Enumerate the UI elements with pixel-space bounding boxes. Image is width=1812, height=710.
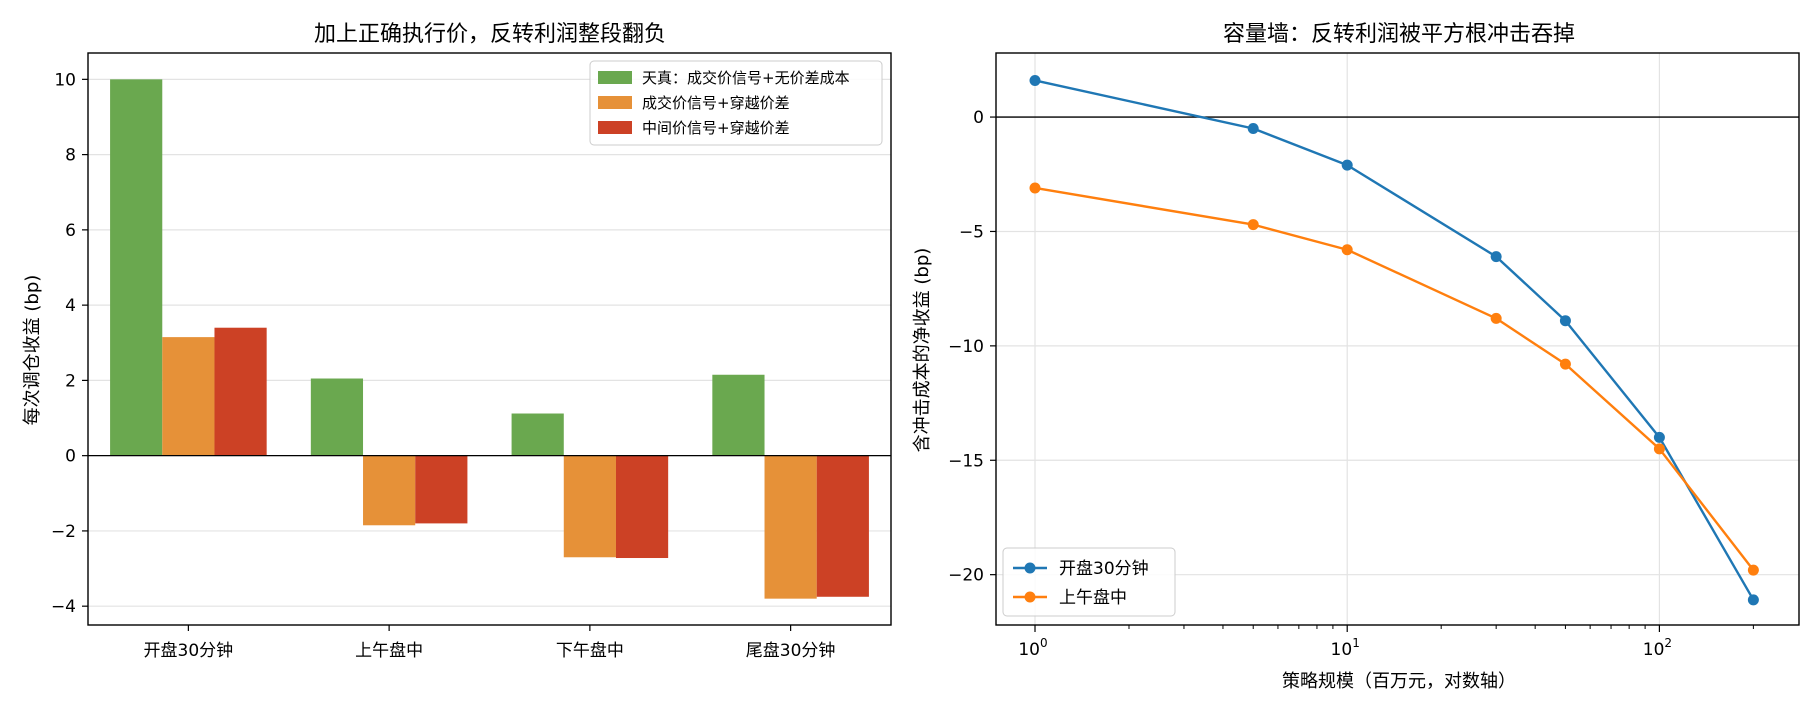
legend-box [589, 60, 883, 146]
line-chart-y-axis-label: 含冲击成本的净收益 (bp) [912, 248, 933, 453]
bar [563, 455, 616, 558]
y-tick-label: 0 [65, 447, 76, 467]
bar [162, 337, 215, 456]
x-tick-label: 上午盘中 [355, 641, 423, 661]
x-tick-exponent: 0 [1040, 636, 1048, 650]
y-tick-label: −2 [51, 522, 76, 542]
x-tick-label: 开盘30分钟 [144, 641, 234, 661]
y-tick-label: −4 [51, 597, 76, 617]
legend-entry: 天真：成交价信号+无价差成本 [642, 69, 850, 87]
bar [214, 327, 267, 456]
data-point [1653, 431, 1665, 443]
data-point [1490, 251, 1502, 263]
bar-chart-frame [87, 52, 892, 626]
data-point [1490, 312, 1502, 324]
data-point [1341, 159, 1353, 171]
data-point [1747, 564, 1759, 576]
y-tick-label: −20 [948, 566, 984, 586]
bar [816, 455, 869, 597]
y-tick-label: 8 [65, 146, 76, 166]
data-point [1747, 594, 1759, 606]
bar [363, 455, 416, 526]
bar [310, 378, 364, 456]
x-tick-exponent: 1 [1352, 636, 1360, 650]
legend-entry: 开盘30分钟 [1059, 559, 1149, 579]
legend-entry: 上午盘中 [1059, 588, 1127, 608]
series-line [1034, 79, 1755, 601]
legend-entry: 中间价信号+穿越价差 [642, 119, 790, 137]
data-point [1247, 219, 1259, 231]
x-tick-exponent: 2 [1664, 636, 1672, 650]
data-point [1653, 443, 1665, 455]
x-tick-base: 10 [1331, 640, 1353, 660]
data-point [1029, 74, 1041, 86]
bar [615, 455, 669, 559]
bar [110, 79, 163, 456]
y-tick-label: 2 [65, 371, 76, 391]
legend-marker [1024, 562, 1036, 574]
y-tick-label: −10 [948, 337, 984, 357]
line-chart-frame [995, 52, 1800, 626]
data-point [1559, 315, 1571, 327]
data-point [1029, 182, 1041, 194]
x-tick-label: 尾盘30分钟 [746, 641, 836, 661]
y-tick-label: −5 [959, 222, 984, 242]
y-tick-label: −15 [948, 451, 984, 471]
x-tick-label: 101 [1331, 636, 1360, 660]
bar [415, 455, 468, 524]
y-tick-label: 10 [54, 70, 76, 90]
legend-marker [1024, 591, 1036, 603]
x-tick-base: 10 [1018, 640, 1040, 660]
bar [511, 413, 564, 456]
y-tick-label: 0 [973, 108, 984, 128]
y-tick-label: 6 [65, 221, 76, 241]
series-line [1034, 186, 1755, 571]
x-tick-base: 10 [1643, 640, 1665, 660]
x-tick-label: 100 [1018, 636, 1047, 660]
data-point [1559, 358, 1571, 370]
data-point [1341, 244, 1353, 256]
bar-chart-y-axis-label: 每次调仓收益 (bp) [22, 275, 43, 426]
bar-chart: 加上正确执行价，反转利润整段翻负 每次调仓收益 (bp) −4 −2 0 2 4 6 8 10… [22, 22, 892, 661]
data-point [1247, 123, 1259, 135]
legend-swatch [598, 121, 632, 134]
legend-swatch [598, 71, 632, 84]
line-chart-x-axis-label: 策略规模（百万元，对数轴） [1282, 671, 1516, 692]
bar [712, 374, 765, 456]
legend-entry: 成交价信号+穿越价差 [642, 94, 790, 112]
legend-box [1002, 547, 1176, 617]
bar-chart-title: 加上正确执行价，反转利润整段翻负 [314, 22, 666, 47]
y-tick-label: 4 [65, 296, 76, 316]
line-chart-title: 容量墙：反转利润被平方根冲击吞掉 [1223, 22, 1575, 47]
x-tick-label: 102 [1643, 636, 1672, 660]
line-chart: 容量墙：反转利润被平方根冲击吞掉 含冲击成本的净收益 (bp) 策略规模（百万元… [912, 22, 1800, 692]
x-tick-label: 下午盘中 [556, 641, 624, 661]
legend-swatch [598, 96, 632, 109]
bar [764, 455, 817, 599]
